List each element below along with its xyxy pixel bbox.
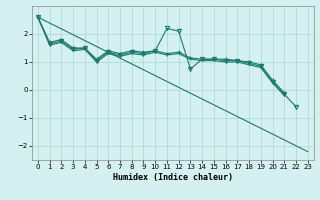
- X-axis label: Humidex (Indice chaleur): Humidex (Indice chaleur): [113, 173, 233, 182]
